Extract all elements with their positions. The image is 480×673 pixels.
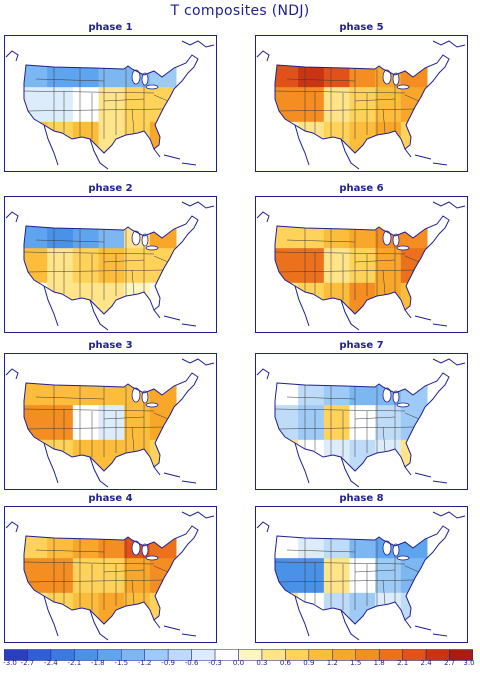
temperature-map (4, 353, 217, 490)
colorbar-tick-label: -2.4 (44, 659, 58, 667)
temperature-map (4, 35, 217, 172)
anomaly-cell (47, 87, 74, 123)
panel-title: phase 5 (339, 22, 384, 33)
colorbar-tick-label: 3.0 (463, 659, 475, 667)
panel-title: phase 6 (339, 183, 384, 194)
colorbar-tick-label: 1.5 (350, 659, 362, 667)
colorbar-tick-label: 0.6 (279, 659, 291, 667)
colorbar-tick-label: 2.1 (397, 659, 409, 667)
colorbar-tick-label: -0.9 (161, 659, 175, 667)
temperature-map (255, 506, 468, 643)
anomaly-cell (72, 405, 100, 441)
anomaly-cell (98, 248, 126, 284)
colorbar-bar (3, 649, 474, 661)
colorbar-tick-label: -0.6 (184, 659, 199, 667)
temperature-map (255, 35, 468, 172)
panel-title: phase 7 (339, 340, 384, 351)
phase-2-panel: phase 2 (4, 183, 217, 333)
anomaly-cell (298, 405, 325, 441)
colorbar-tick-label: 0.9 (303, 659, 315, 667)
phase-7-panel: phase 7 (255, 340, 468, 490)
panel-title: phase 2 (88, 183, 133, 194)
temperature-map (255, 196, 468, 333)
anomaly-cell (323, 405, 351, 441)
anomaly-cell (323, 87, 351, 123)
anomaly-cell (72, 87, 100, 123)
colorbar-tick-label: -1.2 (137, 659, 152, 667)
temperature-map (255, 353, 468, 490)
anomaly-cell (98, 558, 126, 594)
anomaly-cell (298, 248, 325, 284)
anomaly-cell (323, 558, 351, 594)
anomaly-cell (72, 248, 100, 284)
phase-5-panel: phase 5 (255, 22, 468, 172)
anomaly-cell (349, 87, 377, 123)
anomaly-cell (349, 405, 377, 441)
anomaly-cell (98, 405, 126, 441)
anomaly-cell (298, 558, 325, 594)
anomaly-cell (47, 405, 74, 441)
panel-title: phase 3 (88, 340, 133, 351)
anomaly-cell (349, 558, 377, 594)
colorbar-tick-label: -0.3 (208, 659, 222, 667)
figure-title: T composites (NDJ) (170, 3, 310, 19)
anomaly-cell (323, 248, 351, 284)
panel-title: phase 1 (88, 22, 133, 33)
colorbar-tick-label: -2.1 (67, 659, 82, 667)
phase-3-panel: phase 3 (4, 340, 217, 490)
temperature-map (4, 506, 217, 643)
anomaly-cell (349, 248, 377, 284)
colorbar-tick-label: 0.3 (256, 659, 268, 667)
anomaly-cell (72, 558, 100, 594)
anomaly-cell (98, 87, 126, 123)
phase-4-panel: phase 4 (4, 493, 217, 643)
panel-title: phase 4 (88, 493, 133, 504)
colorbar-tick-label: -2.7 (20, 659, 35, 667)
panel-title: phase 8 (339, 493, 384, 504)
colorbar-tick-label: 0.0 (232, 659, 245, 667)
phase-6-panel: phase 6 (255, 183, 468, 333)
colorbar-tick-label: -1.5 (114, 659, 129, 667)
anomaly-cell (298, 87, 325, 123)
colorbar-tick-label: -1.8 (90, 659, 105, 667)
phase-8-panel: phase 8 (255, 493, 468, 643)
anomaly-cell (47, 558, 74, 594)
anomaly-cell (47, 248, 74, 284)
colorbar-tick-label: -3.0 (3, 659, 17, 667)
colorbar-tick-label: 2.7 (443, 659, 456, 667)
temperature-map (4, 196, 217, 333)
phase-1-panel: phase 1 (4, 22, 217, 172)
colorbar-tick-label: 1.8 (373, 659, 385, 667)
colorbar-tick-label: 2.4 (420, 659, 432, 667)
colorbar: -3.0 -2.7 -2.4 -2.1 -1.8 -1.5 -1.2 -0.9 -0.6 -0.3… (3, 646, 475, 670)
colorbar-tick-label: 1.2 (326, 659, 338, 667)
